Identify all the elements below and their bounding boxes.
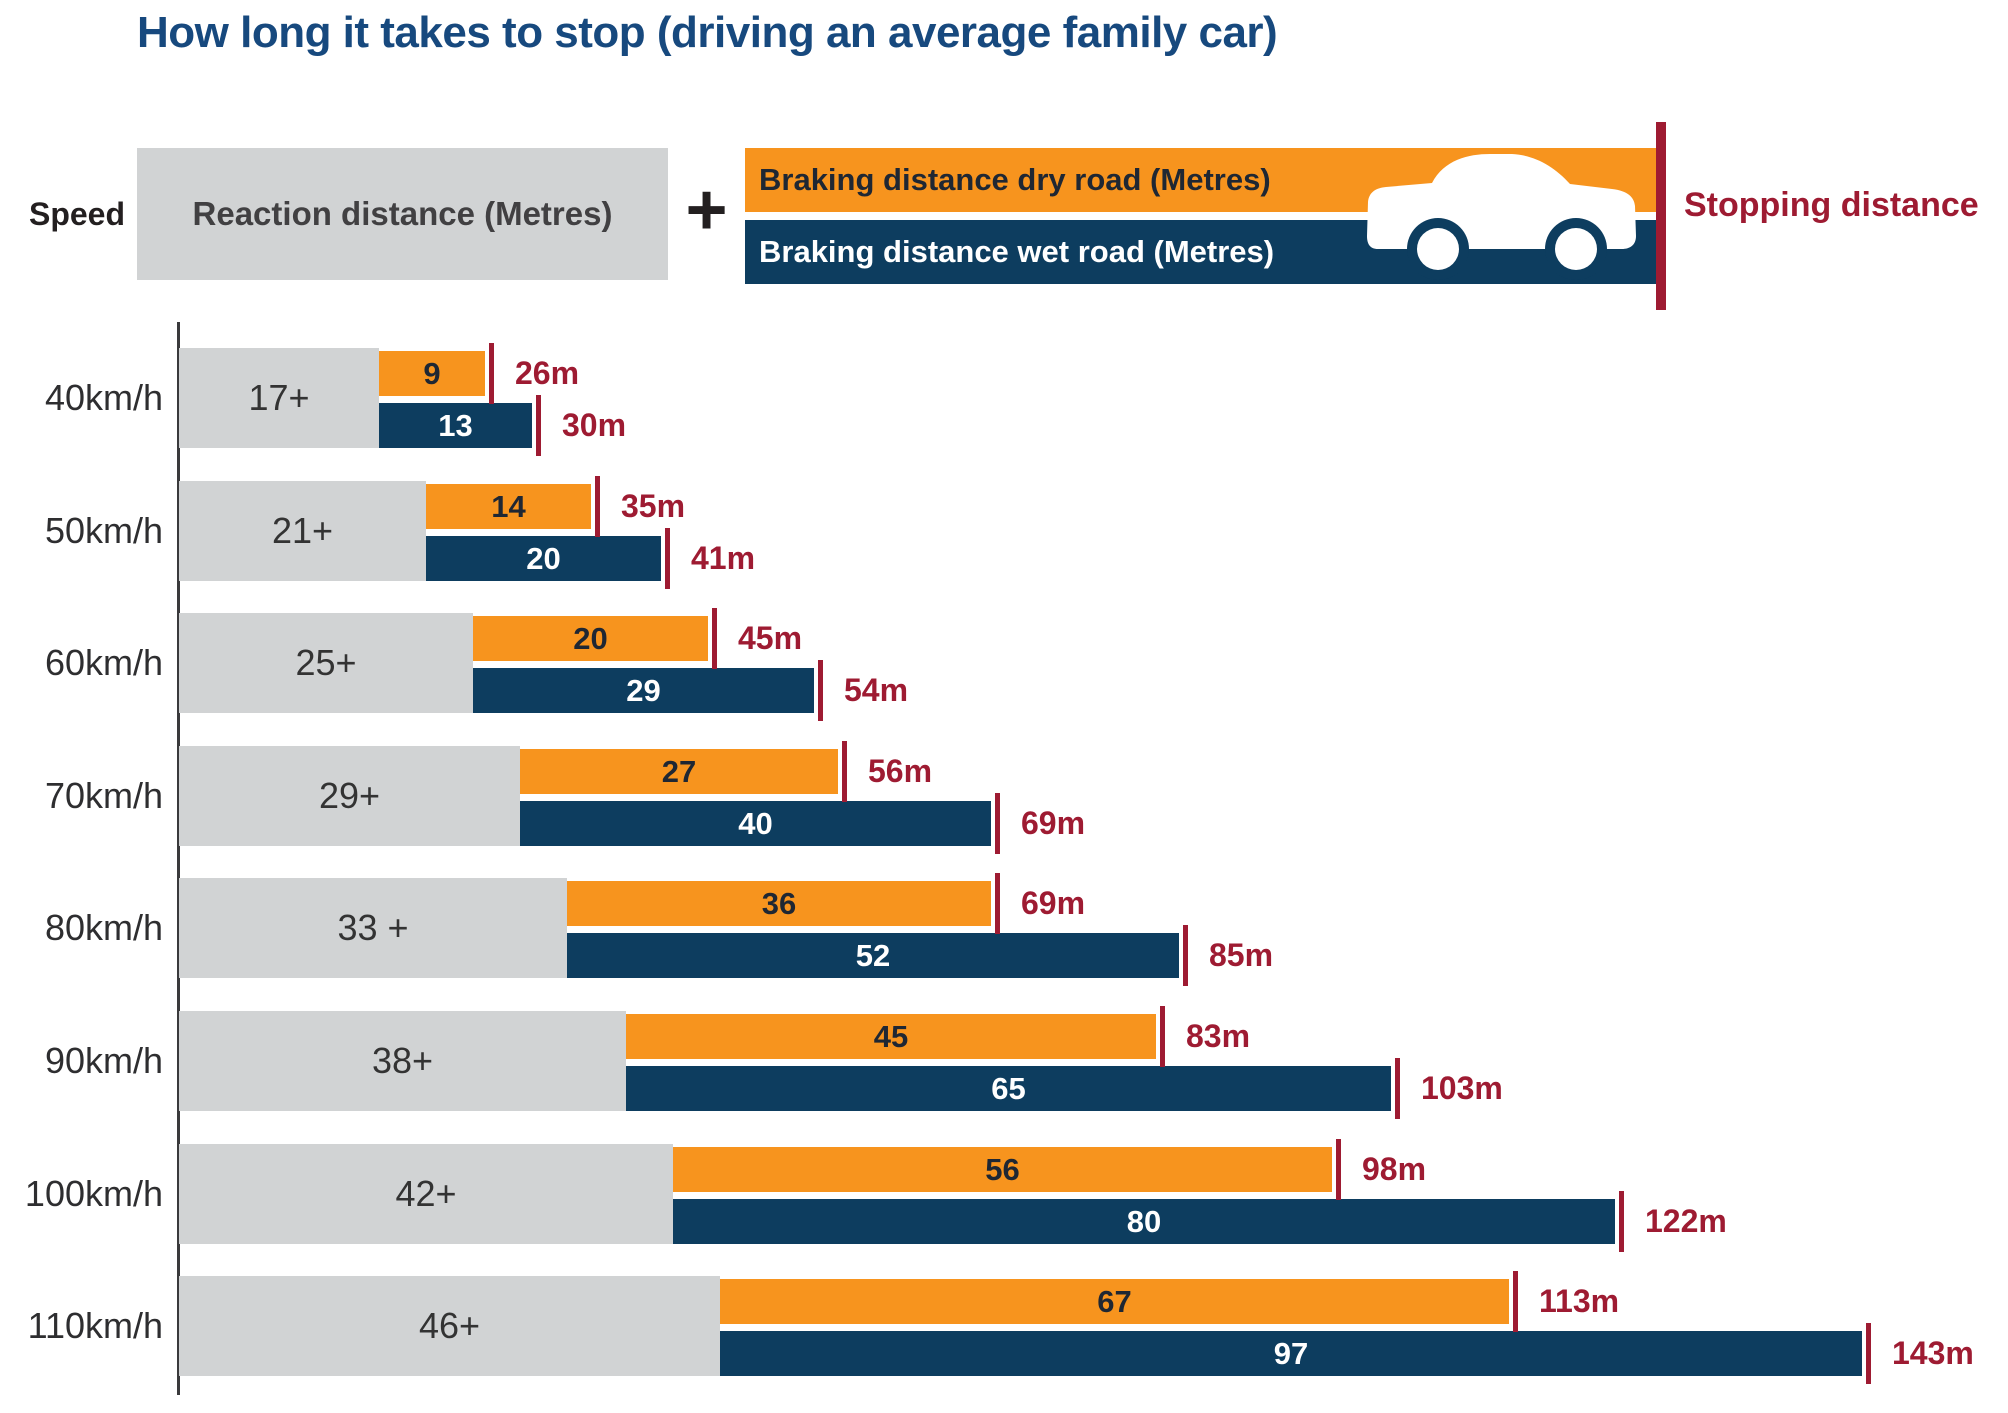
speed-label: 90km/h	[44, 1040, 163, 1081]
braking-wet-bar: 65	[626, 1066, 1391, 1111]
speed-label: 110km/h	[27, 1305, 163, 1346]
stopping-tick-dry	[712, 608, 717, 669]
stopping-distance-label-dry: 113m	[1539, 1283, 1620, 1319]
braking-wet-bar: 20	[426, 536, 661, 581]
braking-wet-bar: 40	[520, 801, 991, 846]
braking-wet-bar: 29	[473, 668, 814, 713]
page-title: How long it takes to stop (driving an av…	[137, 8, 1278, 57]
stopping-tick-wet	[1395, 1058, 1400, 1119]
stopping-tick-wet	[818, 660, 823, 721]
reaction-distance-bar: 33 +	[179, 878, 567, 978]
stopping-tick-dry	[995, 873, 1000, 934]
braking-dry-bar: 45	[626, 1014, 1156, 1059]
stopping-distance-label-dry: 56m	[868, 753, 933, 789]
braking-wet-bar: 13	[379, 403, 532, 448]
stopping-distance-label-dry: 45m	[738, 620, 803, 656]
stopping-distance-label-wet: 54m	[844, 672, 909, 708]
braking-dry-bar: 67	[720, 1279, 1509, 1324]
reaction-distance-bar: 42+	[179, 1144, 673, 1244]
stopping-distance-label-wet: 30m	[562, 407, 627, 443]
reaction-distance-bar: 17+	[179, 348, 379, 448]
reaction-distance-bar: 46+	[179, 1276, 720, 1376]
stopping-tick-wet	[1183, 925, 1188, 986]
braking-wet-bar: 97	[720, 1331, 1862, 1376]
stopping-distance-label-wet: 143m	[1892, 1335, 1974, 1371]
stopping-distance-label-dry: 69m	[1021, 885, 1086, 921]
braking-dry-bar: 56	[673, 1147, 1332, 1192]
stopping-tick-dry	[1160, 1006, 1165, 1067]
stopping-tick-wet	[1619, 1191, 1624, 1252]
stopping-distance-label-wet: 103m	[1421, 1070, 1503, 1106]
legend-speed-label: Speed	[28, 195, 125, 232]
stopping-tick-dry	[842, 741, 847, 802]
stopping-tick-dry	[489, 343, 494, 404]
stopping-tick-dry	[1336, 1139, 1341, 1200]
legend-stopping-distance: Stopping distance	[1684, 186, 1979, 224]
reaction-distance-bar: 29+	[179, 746, 520, 846]
reaction-distance-bar: 25+	[179, 613, 473, 713]
stopping-distance-line	[1656, 122, 1666, 310]
stopping-distance-label-dry: 26m	[515, 355, 580, 391]
braking-dry-bar: 20	[473, 616, 708, 661]
reaction-distance-bar: 21+	[179, 481, 426, 581]
speed-label: 80km/h	[44, 907, 163, 948]
stopping-tick-wet	[665, 528, 670, 589]
reaction-distance-bar: 38+	[179, 1011, 626, 1111]
stopping-distance-label-wet: 41m	[691, 540, 756, 576]
speed-label: 70km/h	[44, 775, 163, 816]
stopping-distance-label-wet: 122m	[1645, 1203, 1727, 1239]
stopping-tick-wet	[995, 793, 1000, 854]
speed-label: 40km/h	[44, 377, 163, 418]
stopping-distance-label-dry: 83m	[1186, 1018, 1251, 1054]
stopping-distance-label-dry: 35m	[621, 488, 686, 524]
braking-dry-bar: 27	[520, 749, 838, 794]
stopping-tick-dry	[1513, 1271, 1518, 1332]
legend-braking-wet: Braking distance wet road (Metres)	[745, 220, 1660, 284]
stopping-distance-label-wet: 85m	[1209, 937, 1274, 973]
braking-dry-bar: 14	[426, 484, 591, 529]
stopping-tick-wet	[1866, 1323, 1871, 1384]
speed-label: 50km/h	[44, 510, 163, 551]
legend-reaction-distance: Reaction distance (Metres)	[137, 148, 668, 280]
stopping-distance-label-dry: 98m	[1362, 1151, 1427, 1187]
stopping-tick-wet	[536, 395, 541, 456]
braking-wet-bar: 80	[673, 1199, 1615, 1244]
stopping-tick-dry	[595, 476, 600, 537]
speed-label: 100km/h	[24, 1173, 163, 1214]
braking-dry-bar: 36	[567, 881, 991, 926]
axis-line	[177, 322, 180, 1395]
speed-label: 60km/h	[44, 642, 163, 683]
braking-wet-bar: 52	[567, 933, 1179, 978]
braking-dry-bar: 9	[379, 351, 485, 396]
plus-sign: +	[685, 170, 728, 250]
car-icon	[1367, 154, 1636, 280]
stopping-distance-label-wet: 69m	[1021, 805, 1086, 841]
